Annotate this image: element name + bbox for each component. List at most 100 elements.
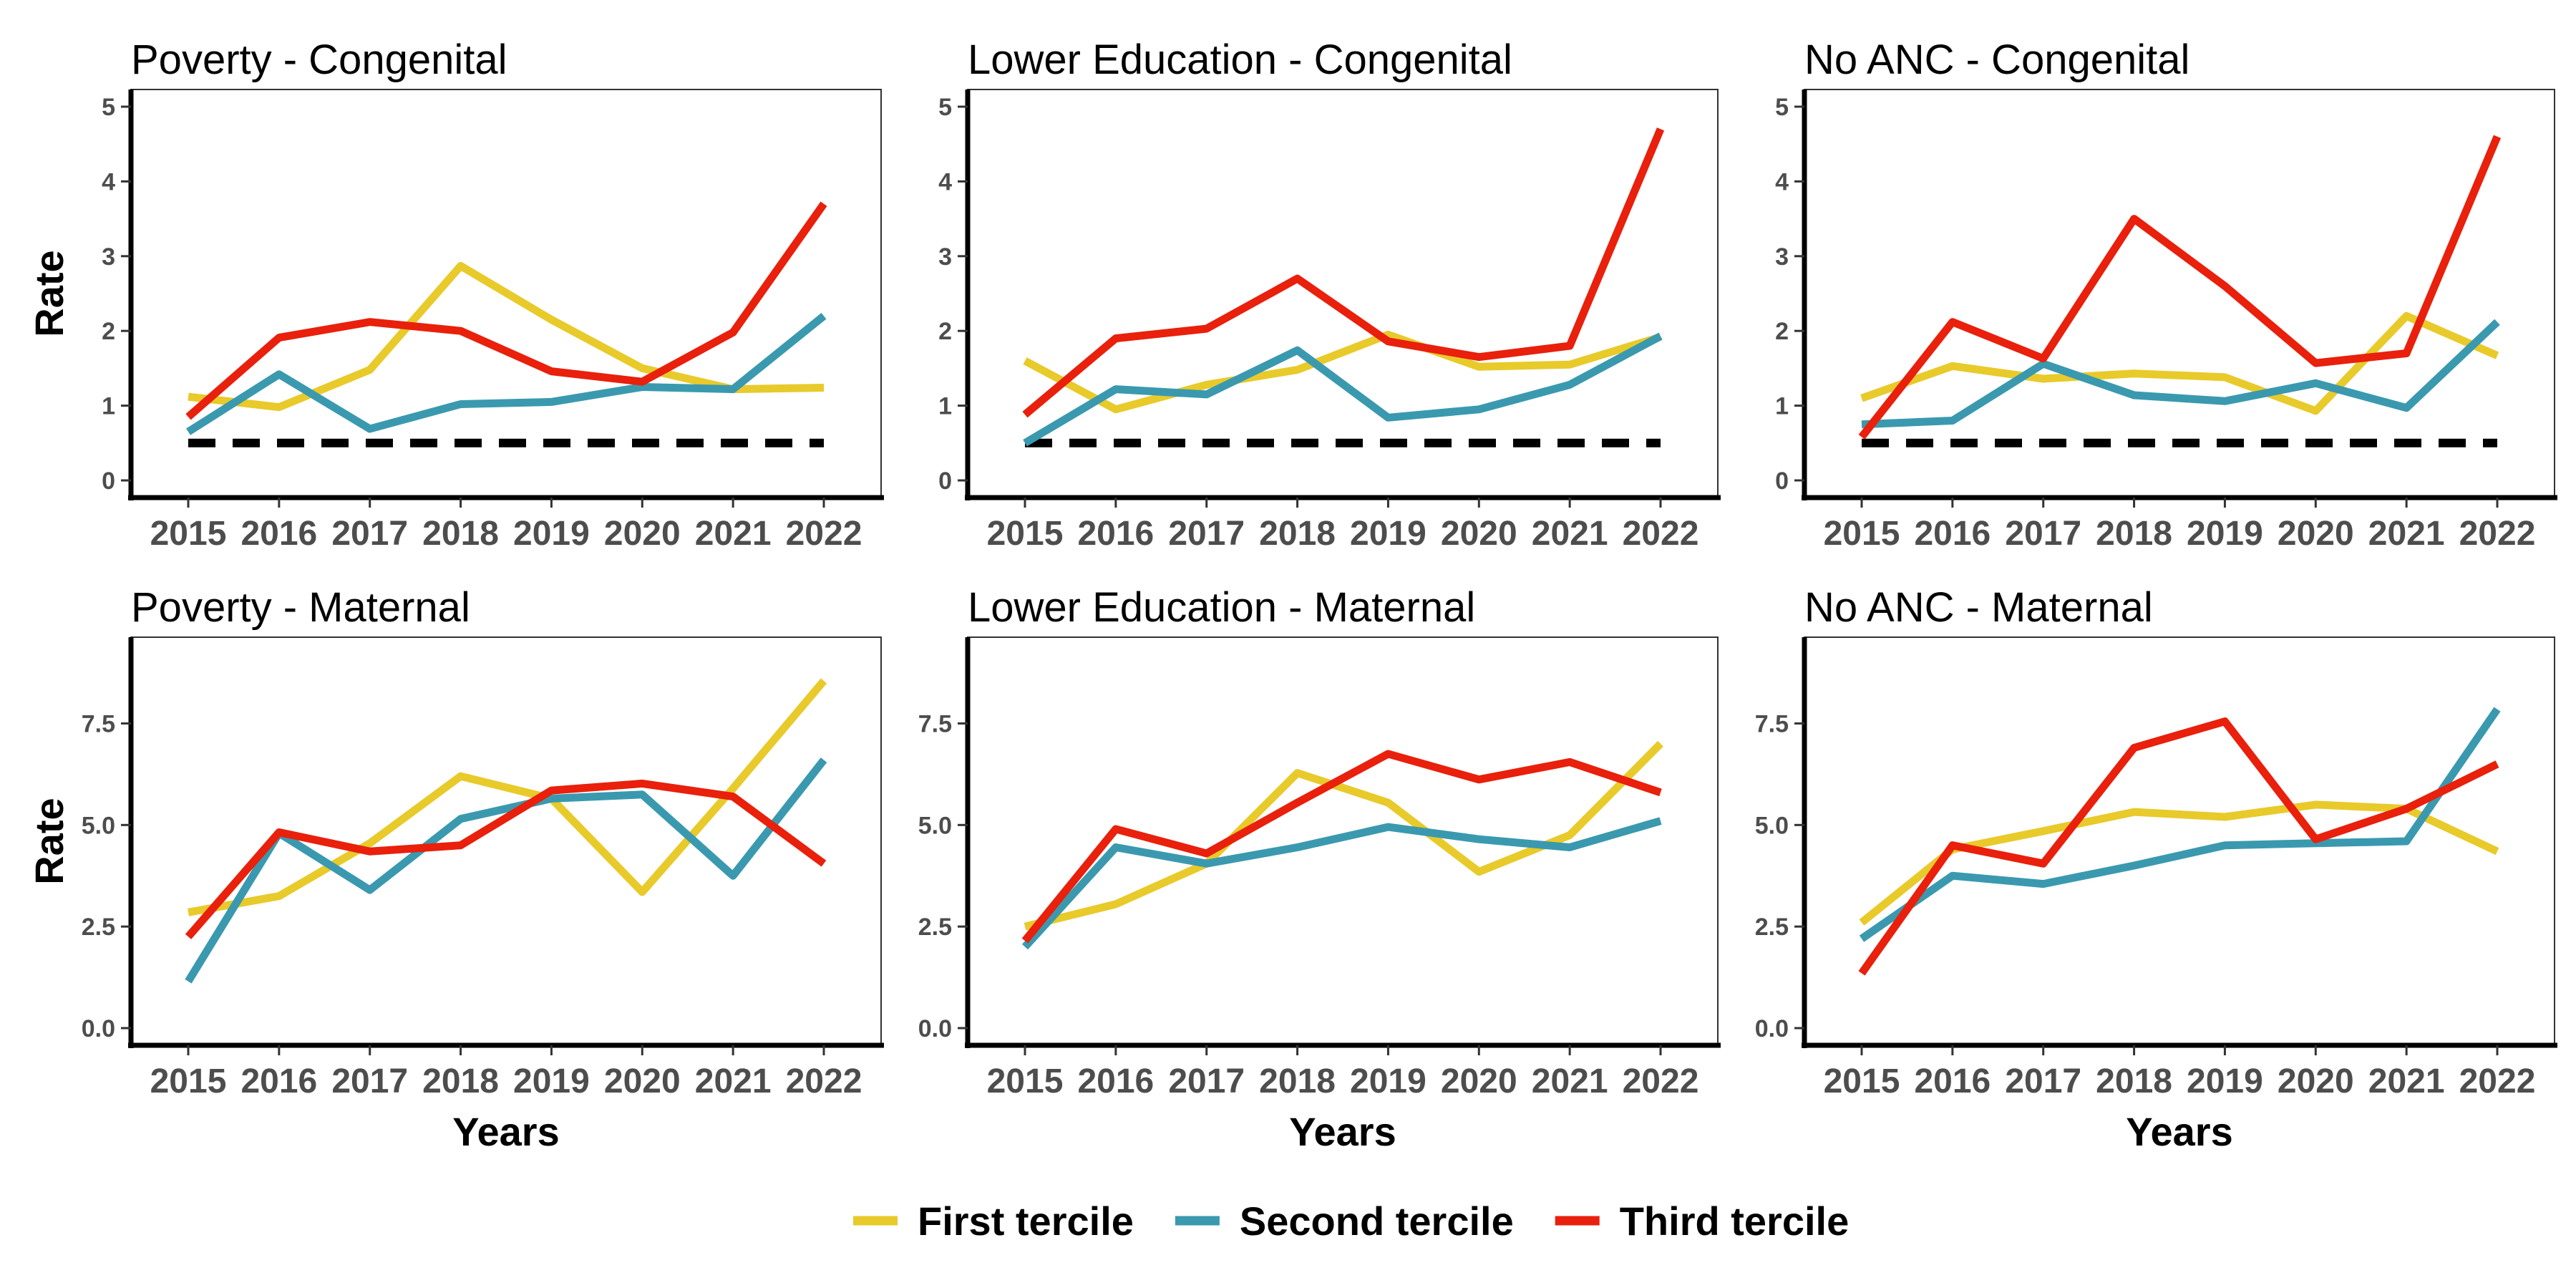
x-tick-label: 2017 [2005,515,2081,553]
plot-area [967,636,1719,1046]
x-tick-label: 2022 [1623,1062,1699,1100]
series-line-third-tercile [185,201,827,420]
x-tick-label: 2016 [1077,1062,1154,1100]
y-tick-label: 5 [102,94,115,121]
plot-area [130,636,882,1046]
y-tick-label: 0 [1775,468,1789,495]
legend-item-second-tercile: Second tercile [1175,1199,1514,1244]
panel-title: Poverty - Maternal [131,584,470,631]
x-tick-label: 2019 [2187,515,2263,553]
x-axis-title: Years [452,1109,560,1154]
y-tick-label: 5 [1775,94,1789,121]
x-tick-label: 2015 [150,515,227,553]
panel-title: No ANC - Maternal [1804,584,2153,631]
x-tick-label: 2020 [1441,1062,1517,1100]
series-line-first-tercile [1024,740,1663,931]
y-tick-label: 2.5 [1755,914,1789,941]
x-tick-label: 2016 [1914,1062,1991,1100]
panel-title: Lower Education - Congenital [968,37,1512,83]
y-tick-label: 5.0 [82,812,115,839]
x-tick-label: 2021 [695,515,772,553]
y-tick-label: 5.0 [1755,812,1789,839]
y-tick-label: 1 [938,393,952,420]
y-tick-label: 1 [1775,393,1789,420]
y-tick-label: 2 [102,318,115,345]
x-tick-label: 2022 [786,515,862,553]
panel-3: No ANC - Congenital 0 1 2 3 4 5 2015 2016 2017 201… [1775,37,2557,553]
legend: First tercile Second tercile Third tercile [853,1199,1849,1244]
panel-title: Lower Education - Maternal [968,584,1475,631]
y-tick-label: 0 [938,468,952,495]
x-tick-label: 2017 [2005,1062,2081,1100]
y-axis-title: Rate [26,798,72,884]
x-tick-label: 2022 [1623,515,1699,553]
y-tick-label: 7.5 [918,710,952,737]
series-line-first-tercile [1023,330,1662,414]
x-tick-label: 2021 [695,1062,772,1100]
series-line-third-tercile [1858,135,2502,440]
panel-2: Lower Education - Congenital 0 1 2 3 4 5 2015 20… [938,37,1721,553]
series-line-first-tercile [188,678,827,916]
series-line-second-tercile [1859,707,2501,942]
series-line-second-tercile [185,757,827,984]
x-tick-label: 2015 [1824,515,1900,553]
y-tick-label: 4 [938,168,952,195]
x-tick-label: 2017 [1168,515,1245,553]
y-tick-label: 2.5 [918,914,952,941]
x-tick-label: 2017 [331,1062,408,1100]
x-tick-label: 2016 [240,1062,317,1100]
x-tick-label: 2020 [2278,1062,2354,1100]
y-tick-label: 5.0 [918,812,952,839]
panel-title: No ANC - Congenital [1804,37,2189,83]
x-tick-label: 2018 [422,515,499,553]
x-tick-label: 2019 [1350,515,1426,553]
plot-area [967,89,1719,498]
series-line-third-tercile [185,779,827,939]
panel-5: Lower Education - Maternal 0.0 2.5 5.0 7.5 20… [918,584,1721,1154]
y-tick-label: 7.5 [1755,710,1789,737]
y-tick-label: 1 [102,393,115,420]
x-tick-label: 2021 [1532,515,1608,553]
series-line-second-tercile [1861,319,2500,429]
y-tick-label: 2.5 [82,914,115,941]
y-tick-label: 5 [938,94,952,121]
legend-item-third-tercile: Third tercile [1555,1199,1850,1244]
x-tick-label: 2020 [604,515,681,553]
series-line-second-tercile [1021,817,1662,950]
plot-area [1804,636,2555,1046]
x-tick-label: 2015 [987,1062,1064,1100]
x-tick-label: 2018 [1259,1062,1336,1100]
legend-item-first-tercile: First tercile [853,1199,1134,1244]
y-tick-label: 0.0 [1755,1015,1789,1042]
series-line-third-tercile [1021,750,1662,944]
x-tick-label: 2016 [240,515,317,553]
x-tick-label: 2020 [2278,515,2354,553]
y-tick-label: 2 [938,318,952,345]
panel-1: Poverty - Congenital 0 1 2 3 4 5 2015 2016 2017 20… [26,37,884,553]
x-tick-label: 2021 [2368,515,2445,553]
x-tick-label: 2019 [2187,1062,2263,1100]
x-tick-label: 2017 [331,515,408,553]
y-tick-label: 3 [938,243,952,271]
y-tick-label: 2 [1775,318,1789,345]
series-line-second-tercile [1023,332,1663,447]
series-line-third-tercile [1858,717,2499,976]
panel-6: No ANC - Maternal 0.0 2.5 5.0 7.5 2015 2016 201… [1755,584,2557,1154]
x-tick-label: 2018 [2096,515,2172,553]
x-tick-label: 2018 [422,1062,499,1100]
y-axis-title: Rate [26,250,72,336]
x-tick-label: 2020 [604,1062,681,1100]
x-tick-label: 2019 [1350,1062,1426,1100]
panel-title: Poverty - Congenital [131,37,507,83]
x-tick-label: 2018 [1259,515,1336,553]
plot-area [1804,89,2555,498]
x-tick-label: 2016 [1077,515,1154,553]
legend-label: Third tercile [1620,1199,1850,1244]
x-tick-label: 2022 [2459,1062,2536,1100]
x-tick-label: 2021 [2368,1062,2445,1100]
x-tick-label: 2016 [1914,515,1991,553]
x-tick-label: 2015 [1824,1062,1900,1100]
series-line-second-tercile [186,313,827,435]
y-tick-label: 7.5 [82,710,115,737]
